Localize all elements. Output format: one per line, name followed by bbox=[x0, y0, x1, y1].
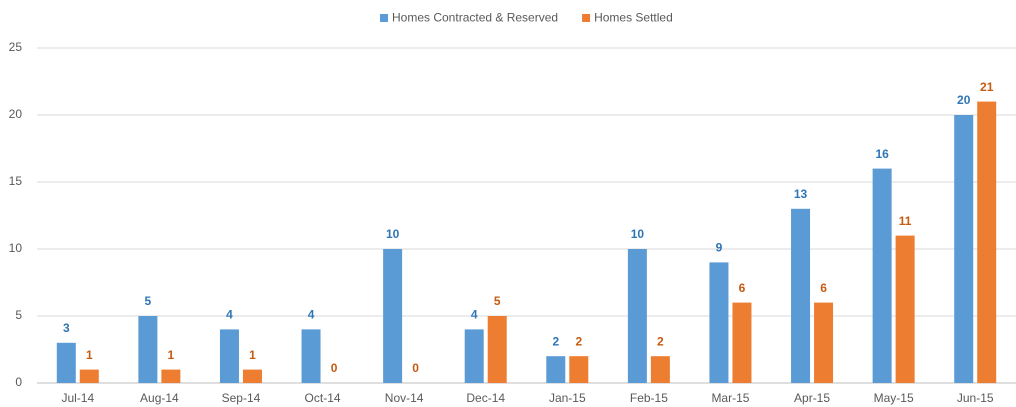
x-tick-label: Nov-14 bbox=[385, 391, 424, 405]
value-label: 10 bbox=[631, 227, 645, 241]
value-label: 4 bbox=[471, 308, 478, 322]
y-tick-label: 0 bbox=[15, 375, 22, 389]
bar bbox=[895, 235, 915, 383]
value-label: 5 bbox=[145, 294, 152, 308]
value-label: 11 bbox=[899, 214, 912, 228]
x-tick-label: Jul-14 bbox=[61, 391, 94, 405]
bar bbox=[814, 302, 834, 383]
bar bbox=[161, 369, 181, 383]
value-label: 2 bbox=[552, 334, 559, 348]
value-label: 1 bbox=[249, 348, 256, 362]
value-label: 3 bbox=[63, 321, 70, 335]
value-label: 0 bbox=[412, 361, 419, 375]
value-label: 6 bbox=[739, 281, 746, 295]
x-tick-label: Mar-15 bbox=[711, 391, 749, 405]
bar bbox=[791, 208, 811, 383]
x-tick-label: Feb-15 bbox=[630, 391, 668, 405]
legend-swatch bbox=[380, 14, 388, 22]
bar bbox=[732, 302, 752, 383]
y-tick-label: 15 bbox=[9, 174, 23, 188]
bar bbox=[56, 342, 76, 383]
bar bbox=[709, 262, 729, 383]
legend-label: Homes Settled bbox=[594, 11, 673, 25]
x-tick-label: Jun-15 bbox=[957, 391, 994, 405]
x-tick-label: Sep-14 bbox=[222, 391, 261, 405]
value-label: 0 bbox=[331, 361, 338, 375]
value-label: 13 bbox=[794, 187, 808, 201]
bar bbox=[383, 249, 403, 383]
x-tick-label: May-15 bbox=[874, 391, 914, 405]
y-tick-label: 10 bbox=[9, 241, 23, 255]
bar bbox=[872, 168, 892, 383]
value-label: 6 bbox=[820, 281, 827, 295]
value-label: 21 bbox=[980, 80, 994, 94]
bar bbox=[650, 356, 670, 383]
value-label: 2 bbox=[575, 334, 582, 348]
bar bbox=[954, 115, 974, 383]
x-tick-label: Aug-14 bbox=[140, 391, 179, 405]
legend-label: Homes Contracted & Reserved bbox=[392, 11, 558, 25]
value-label: 20 bbox=[957, 93, 971, 107]
value-label: 4 bbox=[226, 308, 233, 322]
bar bbox=[627, 249, 647, 383]
bar bbox=[219, 329, 239, 383]
y-tick-label: 25 bbox=[9, 40, 23, 54]
y-tick-label: 20 bbox=[9, 107, 23, 121]
value-label: 9 bbox=[716, 241, 723, 255]
value-label: 1 bbox=[86, 348, 93, 362]
bar bbox=[79, 369, 99, 383]
y-tick-label: 5 bbox=[15, 308, 22, 322]
value-label: 16 bbox=[875, 147, 889, 161]
value-label: 4 bbox=[308, 308, 315, 322]
x-tick-label: Dec-14 bbox=[466, 391, 505, 405]
value-label: 10 bbox=[386, 227, 400, 241]
bar bbox=[242, 369, 262, 383]
bar bbox=[487, 316, 507, 383]
x-tick-label: Jan-15 bbox=[549, 391, 586, 405]
bar bbox=[546, 356, 566, 383]
x-tick-label: Oct-14 bbox=[305, 391, 341, 405]
bar bbox=[464, 329, 484, 383]
bar bbox=[138, 316, 158, 383]
bar bbox=[569, 356, 589, 383]
value-label: 2 bbox=[657, 334, 664, 348]
x-tick-label: Apr-15 bbox=[794, 391, 830, 405]
value-label: 5 bbox=[494, 294, 501, 308]
bar bbox=[301, 329, 321, 383]
legend-swatch bbox=[582, 14, 591, 22]
value-label: 1 bbox=[168, 348, 175, 362]
bar bbox=[977, 101, 997, 383]
